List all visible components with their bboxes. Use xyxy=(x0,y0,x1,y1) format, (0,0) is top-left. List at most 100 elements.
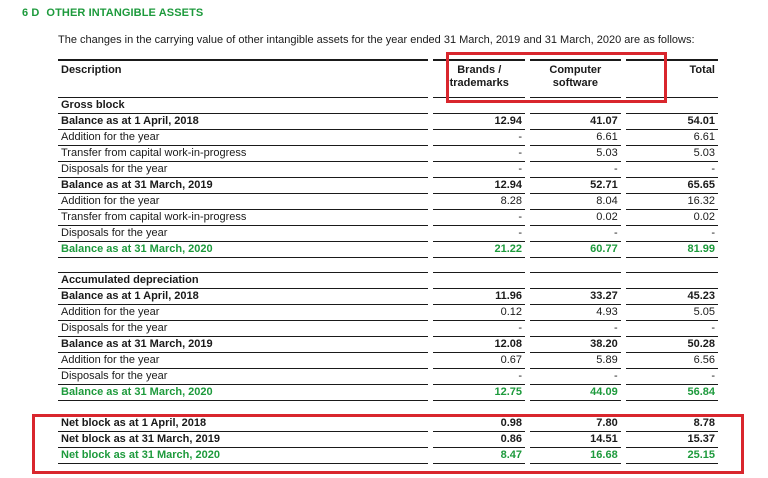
table-row-net-block: Net block as at 1 April, 2018 0.98 7.80 … xyxy=(58,415,718,432)
header-software-line2: software xyxy=(552,77,598,89)
cell-total: 54.01 xyxy=(620,113,718,130)
table-row: Balance as at 31 March, 2019 12.08 38.20… xyxy=(58,336,718,353)
table-row: Disposals for the year - - - xyxy=(58,368,718,385)
header-computer-software: Computer software xyxy=(525,59,624,98)
row-label: Addition for the year xyxy=(58,304,431,321)
cell-software: 0.02 xyxy=(525,209,624,226)
cell-total: 5.05 xyxy=(620,304,718,321)
cell-software: 44.09 xyxy=(525,384,624,401)
cell-brands: - xyxy=(428,209,528,226)
table-row: Balance as at 1 April, 2018 12.94 41.07 … xyxy=(58,113,718,130)
cell-software: 5.03 xyxy=(525,145,624,162)
cell-software: - xyxy=(525,368,624,385)
header-brands-trademarks: Brands / trademarks xyxy=(428,59,528,98)
row-label: Balance as at 31 March, 2020 xyxy=(58,384,431,401)
section-row-accumulated-depreciation: Accumulated depreciation xyxy=(58,272,718,289)
intro-text: The changes in the carrying value of oth… xyxy=(58,34,695,46)
table-row: Balance as at 1 April, 2018 11.96 33.27 … xyxy=(58,288,718,305)
cell-brands: 11.96 xyxy=(428,288,528,305)
cell-total: - xyxy=(620,368,718,385)
section-title: OTHER INTANGIBLE ASSETS xyxy=(46,7,204,19)
cell-brands: - xyxy=(428,129,528,146)
table-row-total: Balance as at 31 March, 2020 12.75 44.09… xyxy=(58,384,718,401)
row-label: Addition for the year xyxy=(58,193,431,210)
cell-brands: 12.08 xyxy=(428,336,528,353)
cell-software: 41.07 xyxy=(525,113,624,130)
cell-software: 7.80 xyxy=(525,415,624,432)
row-label: Disposals for the year xyxy=(58,320,431,337)
row-label: Disposals for the year xyxy=(58,161,431,178)
header-description: Description xyxy=(58,59,431,98)
cell-brands: 21.22 xyxy=(428,241,528,258)
row-label: Net block as at 31 March, 2020 xyxy=(58,447,431,464)
cell-brands: 8.47 xyxy=(428,447,528,464)
header-total: Total xyxy=(620,59,718,98)
table-header-row: Description Brands / trademarks Computer… xyxy=(58,59,718,98)
table-row: Addition for the year 0.67 5.89 6.56 xyxy=(58,352,718,369)
row-label: Balance as at 1 April, 2018 xyxy=(58,113,431,130)
cell-software: 14.51 xyxy=(525,431,624,448)
cell-total: 15.37 xyxy=(620,431,718,448)
cell-brands: - xyxy=(428,161,528,178)
cell-total: 6.61 xyxy=(620,129,718,146)
cell-total: 56.84 xyxy=(620,384,718,401)
cell-total: - xyxy=(620,320,718,337)
cell-software: 4.93 xyxy=(525,304,624,321)
cell-total: 50.28 xyxy=(620,336,718,353)
table-row-total: Balance as at 31 March, 2020 21.22 60.77… xyxy=(58,241,718,258)
cell-brands: 8.28 xyxy=(428,193,528,210)
cell-software: 38.20 xyxy=(525,336,624,353)
row-label: Addition for the year xyxy=(58,129,431,146)
cell-total: 0.02 xyxy=(620,209,718,226)
cell-software: 33.27 xyxy=(525,288,624,305)
intangible-assets-table: Description Brands / trademarks Computer… xyxy=(58,59,718,464)
table-row: Disposals for the year - - - xyxy=(58,161,718,178)
cell-total: 81.99 xyxy=(620,241,718,258)
cell-brands: - xyxy=(428,145,528,162)
cell-brands: 0.86 xyxy=(428,431,528,448)
highlight-box-column-headers xyxy=(446,52,667,103)
header-brands-line2: trademarks xyxy=(449,77,509,89)
section-number: 6 D xyxy=(22,7,40,19)
row-label: Net block as at 31 March, 2019 xyxy=(58,431,431,448)
table-row-net-block: Net block as at 31 March, 2019 0.86 14.5… xyxy=(58,431,718,448)
cell-brands: 0.67 xyxy=(428,352,528,369)
cell-brands: 0.98 xyxy=(428,415,528,432)
table-row: Disposals for the year - - - xyxy=(58,320,718,337)
row-label: Balance as at 1 April, 2018 xyxy=(58,288,431,305)
cell-software: - xyxy=(525,225,624,242)
row-label: Balance as at 31 March, 2019 xyxy=(58,336,431,353)
section-title: Gross block xyxy=(58,97,431,114)
cell-software: 8.04 xyxy=(525,193,624,210)
cell-software: 5.89 xyxy=(525,352,624,369)
cell-brands: - xyxy=(428,225,528,242)
table-row: Transfer from capital work-in-progress -… xyxy=(58,209,718,226)
cell-software: - xyxy=(525,320,624,337)
cell-total: - xyxy=(620,161,718,178)
cell-total: - xyxy=(620,225,718,242)
cell-total: 65.65 xyxy=(620,177,718,194)
table-row: Balance as at 31 March, 2019 12.94 52.71… xyxy=(58,177,718,194)
header-brands-line1: Brands / xyxy=(457,64,502,76)
cell-software: 60.77 xyxy=(525,241,624,258)
cell-software: 16.68 xyxy=(525,447,624,464)
row-label: Disposals for the year xyxy=(58,225,431,242)
row-label: Addition for the year xyxy=(58,352,431,369)
cell-total: 6.56 xyxy=(620,352,718,369)
cell-brands: 0.12 xyxy=(428,304,528,321)
table-row: Disposals for the year - - - xyxy=(58,225,718,242)
row-label: Disposals for the year xyxy=(58,368,431,385)
cell-brands: 12.75 xyxy=(428,384,528,401)
spacer-row xyxy=(58,257,718,273)
header-software-line1: Computer xyxy=(549,64,602,76)
row-label: Net block as at 1 April, 2018 xyxy=(58,415,431,432)
highlight-box-net-block xyxy=(32,414,744,474)
cell-brands: 12.94 xyxy=(428,177,528,194)
cell-total: 8.78 xyxy=(620,415,718,432)
cell-total: 45.23 xyxy=(620,288,718,305)
cell-brands: - xyxy=(428,368,528,385)
cell-brands: 12.94 xyxy=(428,113,528,130)
table-row: Addition for the year 0.12 4.93 5.05 xyxy=(58,304,718,321)
row-label: Transfer from capital work-in-progress xyxy=(58,209,431,226)
row-label: Transfer from capital work-in-progress xyxy=(58,145,431,162)
